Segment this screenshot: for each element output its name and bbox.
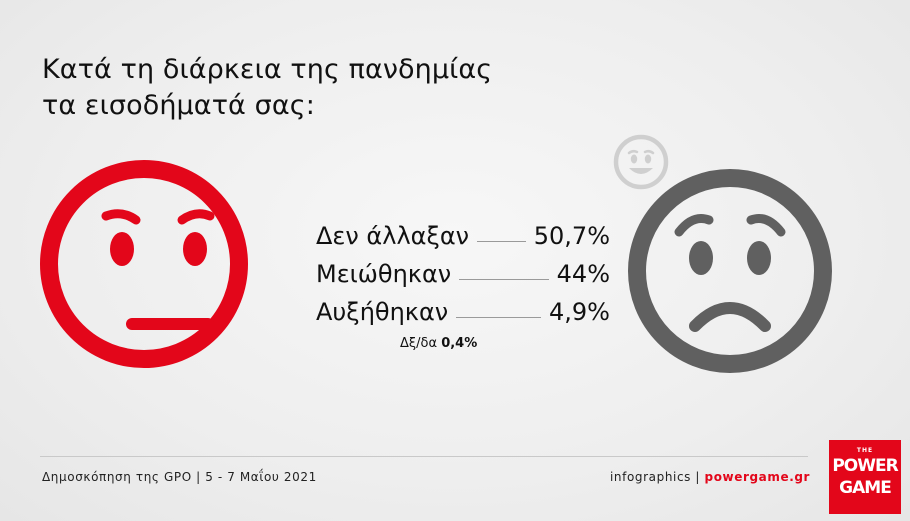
result-value: 44% [556,260,610,288]
logo-line-1: POWER [832,456,898,476]
result-row-decreased: Μειώθηκαν 44% [316,250,610,288]
logo-line-2: GAME [839,478,892,498]
dont-know-value: 0,4% [441,336,478,351]
source-note: Δημοσκόπηση της GPO | 5 - 7 Μαΐου 2021 [42,470,317,484]
power-game-logo[interactable]: THE POWER GAME [829,440,901,514]
credit-prefix: infographics | [610,470,705,484]
smiling-face-icon [613,134,669,190]
result-row-unchanged: Δεν άλλαξαν 50,7% [316,212,610,250]
chart-title: Κατά τη διάρκεια της πανδημίας τα εισοδή… [42,52,492,124]
sad-face-icon [628,169,832,373]
footer-divider [40,456,808,457]
result-label: Δεν άλλαξαν [316,222,470,250]
neutral-face-icon [40,160,248,368]
credit-brand-link[interactable]: powergame.gr [704,470,811,484]
logo-the: THE [856,447,874,454]
title-line-2: τα εισοδήματά σας: [42,90,315,121]
leader-line [459,279,549,280]
results-list: Δεν άλλαξαν 50,7% Μειώθηκαν 44% Αυξήθηκα… [316,212,610,326]
credit-note: infographics | powergame.gr [610,470,810,484]
result-value: 4,9% [549,298,610,326]
leader-line [477,241,526,242]
title-line-1: Κατά τη διάρκεια της πανδημίας [42,54,493,85]
result-label: Μειώθηκαν [316,260,452,288]
leader-line [456,317,542,318]
result-value: 50,7% [533,222,610,250]
result-label: Αυξήθηκαν [316,298,449,326]
dont-know-note: Δξ/δα 0,4% [400,336,477,351]
dont-know-label: Δξ/δα [400,336,438,351]
result-row-increased: Αυξήθηκαν 4,9% [316,288,610,326]
